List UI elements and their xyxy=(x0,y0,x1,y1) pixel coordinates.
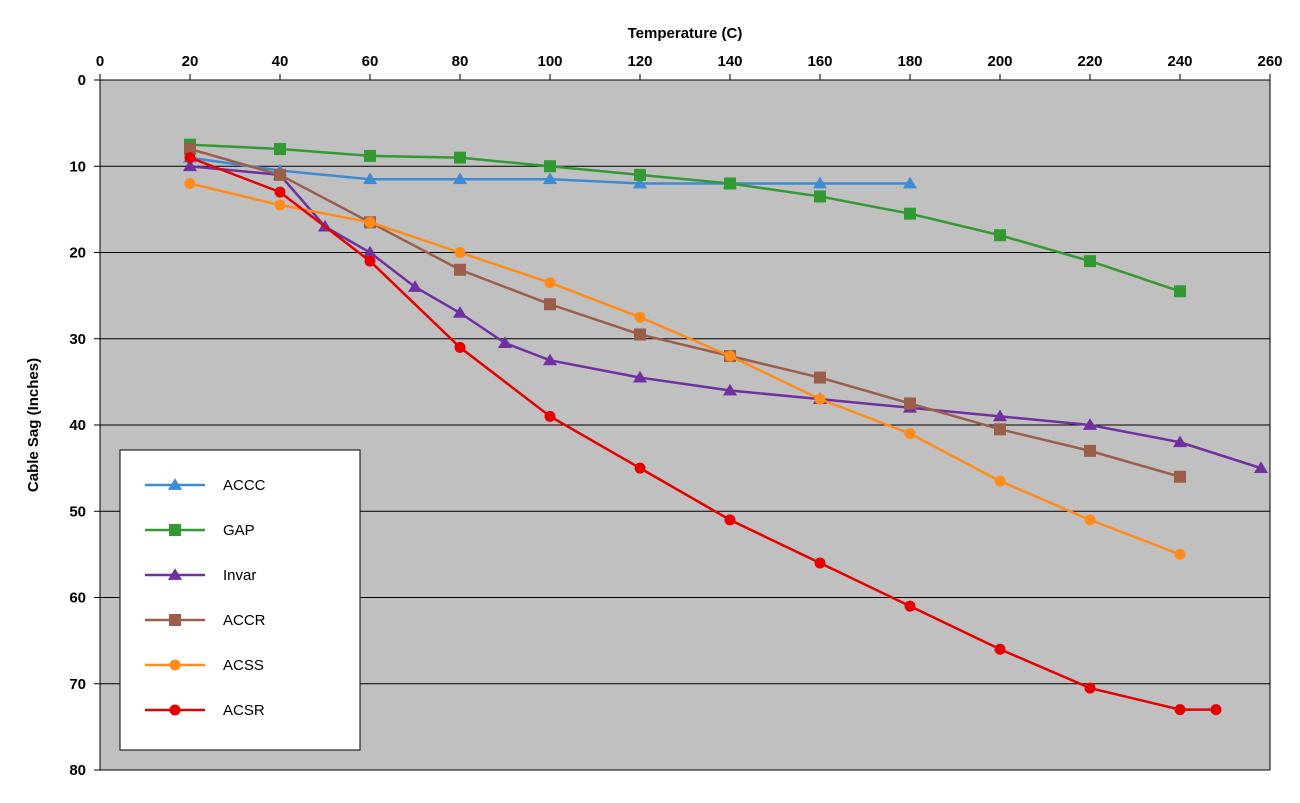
x-tick-label: 60 xyxy=(362,53,379,70)
x-tick-label: 160 xyxy=(807,53,832,70)
marker-square xyxy=(1084,445,1096,457)
legend-label: ACSS xyxy=(223,657,264,674)
legend-label: ACSR xyxy=(223,702,265,719)
marker-circle xyxy=(1175,704,1186,715)
marker-square xyxy=(454,264,466,276)
marker-square xyxy=(634,169,646,181)
marker-circle xyxy=(635,463,646,474)
marker-circle xyxy=(1175,549,1186,560)
marker-square xyxy=(274,143,286,155)
legend-label: ACCR xyxy=(223,612,266,629)
marker-circle xyxy=(995,644,1006,655)
marker-square xyxy=(994,423,1006,435)
marker-circle xyxy=(275,200,286,211)
marker-circle xyxy=(365,256,376,267)
x-tick-label: 40 xyxy=(272,53,289,70)
x-tick-label: 220 xyxy=(1077,53,1102,70)
marker-circle xyxy=(365,217,376,228)
marker-circle xyxy=(170,660,181,671)
x-tick-label: 0 xyxy=(96,53,104,70)
legend-label: ACCC xyxy=(223,477,266,494)
marker-circle xyxy=(545,411,556,422)
y-tick-label: 80 xyxy=(69,762,86,779)
marker-square xyxy=(454,152,466,164)
x-tick-label: 120 xyxy=(627,53,652,70)
marker-circle xyxy=(815,558,826,569)
x-tick-label: 260 xyxy=(1257,53,1282,70)
marker-circle xyxy=(455,247,466,258)
x-tick-label: 100 xyxy=(537,53,562,70)
y-tick-label: 10 xyxy=(69,158,86,175)
marker-circle xyxy=(185,178,196,189)
y-tick-label: 60 xyxy=(69,590,86,607)
marker-square xyxy=(1174,285,1186,297)
x-tick-label: 240 xyxy=(1167,53,1192,70)
y-tick-label: 50 xyxy=(69,503,86,520)
x-tick-label: 180 xyxy=(897,53,922,70)
marker-circle xyxy=(545,277,556,288)
marker-square xyxy=(544,298,556,310)
marker-square xyxy=(364,150,376,162)
marker-circle xyxy=(635,312,646,323)
y-tick-label: 20 xyxy=(69,245,86,262)
x-axis-title: Temperature (C) xyxy=(628,25,743,42)
legend-label: GAP xyxy=(223,522,255,539)
chart-container: 0 20 40 60 80 100 120 140 160 180 200 220 240 260 0 10 2… xyxy=(0,0,1300,803)
y-tick-label: 70 xyxy=(69,676,86,693)
x-tick-label: 200 xyxy=(987,53,1012,70)
marker-circle xyxy=(1211,704,1222,715)
marker-square xyxy=(814,190,826,202)
marker-circle xyxy=(1085,683,1096,694)
marker-circle xyxy=(1085,514,1096,525)
marker-square xyxy=(1174,471,1186,483)
marker-square xyxy=(814,372,826,384)
y-axis-title: Cable Sag (Inches) xyxy=(25,358,42,492)
y-tick-label: 40 xyxy=(69,417,86,434)
marker-circle xyxy=(725,514,736,525)
marker-square xyxy=(904,208,916,220)
marker-circle xyxy=(905,428,916,439)
marker-circle xyxy=(815,394,826,405)
y-tick-label: 0 xyxy=(78,72,86,89)
x-tick-label: 140 xyxy=(717,53,742,70)
x-tick-label: 20 xyxy=(182,53,199,70)
marker-circle xyxy=(185,152,196,163)
marker-circle xyxy=(170,705,181,716)
marker-square xyxy=(994,229,1006,241)
marker-circle xyxy=(275,187,286,198)
marker-square xyxy=(169,524,181,536)
marker-square xyxy=(544,160,556,172)
marker-circle xyxy=(995,476,1006,487)
marker-square xyxy=(634,328,646,340)
marker-square xyxy=(724,178,736,190)
legend-label: Invar xyxy=(223,567,256,584)
x-tick-label: 80 xyxy=(452,53,469,70)
marker-circle xyxy=(905,601,916,612)
marker-circle xyxy=(725,351,736,362)
marker-square xyxy=(274,169,286,181)
cable-sag-chart: 0 20 40 60 80 100 120 140 160 180 200 220 240 260 0 10 2… xyxy=(0,0,1300,803)
marker-square xyxy=(169,614,181,626)
y-tick-label: 30 xyxy=(69,331,86,348)
marker-square xyxy=(1084,255,1096,267)
legend: ACCC GAP Invar ACCR ACSS ACSR xyxy=(120,450,360,750)
marker-square xyxy=(904,397,916,409)
marker-circle xyxy=(455,342,466,353)
